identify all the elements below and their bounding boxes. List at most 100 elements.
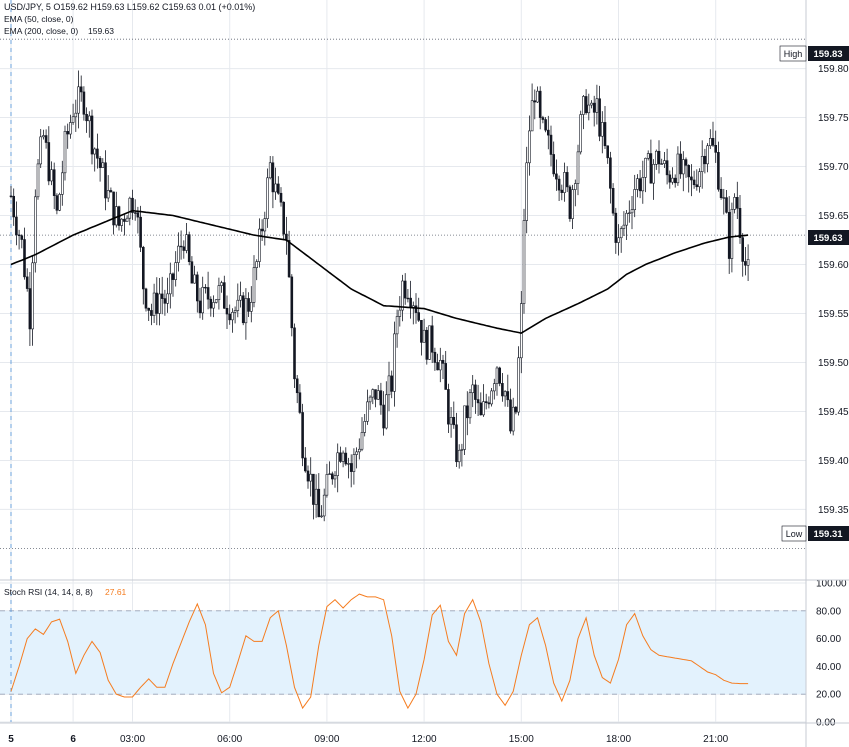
candle-body [17,234,21,237]
candle [169,262,172,309]
candle-body [606,145,610,159]
candle-body [555,173,558,180]
candle-body [465,405,469,419]
candle [538,86,542,130]
candle-body [611,187,615,214]
candle-body [384,394,388,429]
candle-body [231,311,234,321]
candle-body [684,159,688,166]
candle-body [125,217,129,222]
candle-body [314,488,318,505]
candle [158,277,161,326]
candle-body [344,452,348,465]
stoch-tick-label: 40.00 [816,662,841,673]
candle [425,327,429,365]
candle-body [82,91,86,115]
candle [587,93,591,121]
candle [9,186,13,199]
candle [252,255,256,308]
candle-body [357,448,361,453]
candle [576,144,580,196]
candle-body [660,163,664,165]
time-tick-label: 21:00 [703,734,728,745]
candle-body [565,172,569,188]
candle-body [322,494,326,517]
candle-body [79,86,83,93]
candle-body [538,90,542,118]
candle-body [212,302,215,309]
candle-body [433,351,437,363]
candle-body [174,262,177,280]
candle-body [339,452,342,462]
candle [660,158,664,165]
candle-body [436,362,439,371]
candle-body [33,196,37,264]
candle-body [733,197,736,210]
candle [474,379,477,414]
candle-body [15,216,18,236]
candle-body [641,177,645,192]
ema200-label: EMA (200, close, 0) [4,26,78,36]
candle [654,149,658,170]
candle-body [706,145,709,165]
candle-body [274,183,277,193]
candle [233,306,237,324]
candle [614,207,618,254]
candle-body [403,280,407,299]
candle [646,150,650,161]
candle-body [498,367,502,384]
candle [120,218,123,232]
candle [633,174,637,218]
price-tick-label: 159.65 [818,211,849,222]
candle [220,280,223,293]
candle [93,147,96,172]
candle [398,296,402,327]
candle [36,158,40,200]
candle-body [177,245,180,263]
candle [349,454,353,488]
candle-body [223,282,226,309]
candle-body [633,189,637,210]
stoch-rsi-line [10,593,749,710]
candle [163,289,167,316]
low-value: 159.31 [813,529,843,540]
candle [360,417,364,452]
candle [204,284,207,294]
price-tick-label: 159.80 [818,64,849,75]
candle-body [352,454,356,472]
candle-body [52,169,56,196]
candle-body [42,135,45,138]
candle [495,366,499,396]
candle [206,271,210,310]
candle-body [546,129,550,136]
candle [428,325,431,360]
candle [390,370,394,399]
candle-body [220,282,223,286]
candle [619,226,623,253]
candle [250,286,253,323]
candle [63,125,67,181]
candle [600,111,604,154]
price-tick-label: 159.45 [818,407,849,418]
candle [727,196,731,274]
candle [174,251,177,287]
candle [25,268,29,292]
candle-body [214,299,218,303]
candle-body [379,390,383,406]
candle [371,388,375,405]
candle-body [241,295,245,324]
candle-body [657,150,661,165]
candle [231,308,234,333]
candle-body [511,406,515,432]
candle [47,126,51,186]
candle [471,375,475,408]
candle-body [630,209,634,214]
candle [636,174,639,198]
candle [295,375,299,404]
candle-body [506,391,510,401]
candle [66,123,69,149]
stoch-rsi-value: 27.61 [105,587,127,597]
candle [77,70,80,129]
candle [714,130,718,163]
candle [187,231,191,266]
